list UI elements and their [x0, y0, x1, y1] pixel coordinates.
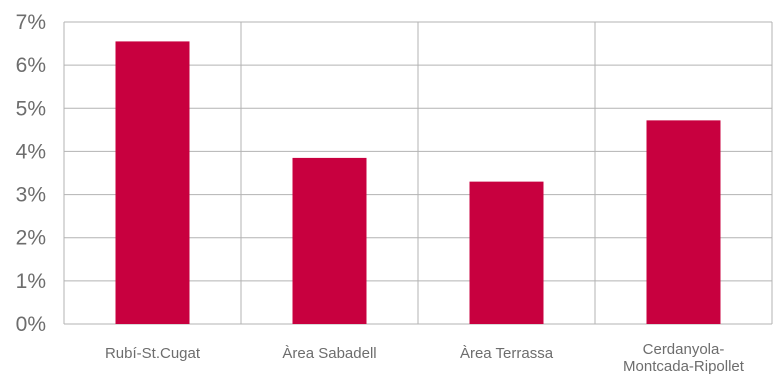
x-tick-label: Cerdanyola- [643, 341, 725, 358]
bar [646, 120, 721, 324]
y-tick-label: 2% [16, 227, 46, 250]
x-tick-label: Montcada-Ripollet [623, 358, 745, 375]
x-axis-ticks: Rubí-St.Cugat Àrea Sabadell Àrea Terrassa C… [105, 341, 745, 375]
x-tick-label: Àrea Sabadell [282, 345, 376, 362]
y-tick-label: 4% [16, 140, 46, 163]
x-tick-label: Àrea Terrassa [460, 345, 554, 362]
x-tick-label: Rubí-St.Cugat [105, 345, 201, 362]
bar [115, 41, 190, 325]
bars-layer [115, 41, 721, 325]
y-tick-label: 7% [16, 11, 46, 34]
y-axis-ticks: 0% 1% 2% 3% 4% 5% 6% 7% [16, 11, 46, 336]
y-tick-label: 1% [16, 270, 46, 293]
y-tick-label: 6% [16, 54, 46, 77]
bar [469, 181, 544, 324]
y-tick-label: 0% [16, 313, 46, 336]
bar [292, 157, 367, 324]
y-tick-label: 3% [16, 184, 46, 207]
y-tick-label: 5% [16, 97, 46, 120]
